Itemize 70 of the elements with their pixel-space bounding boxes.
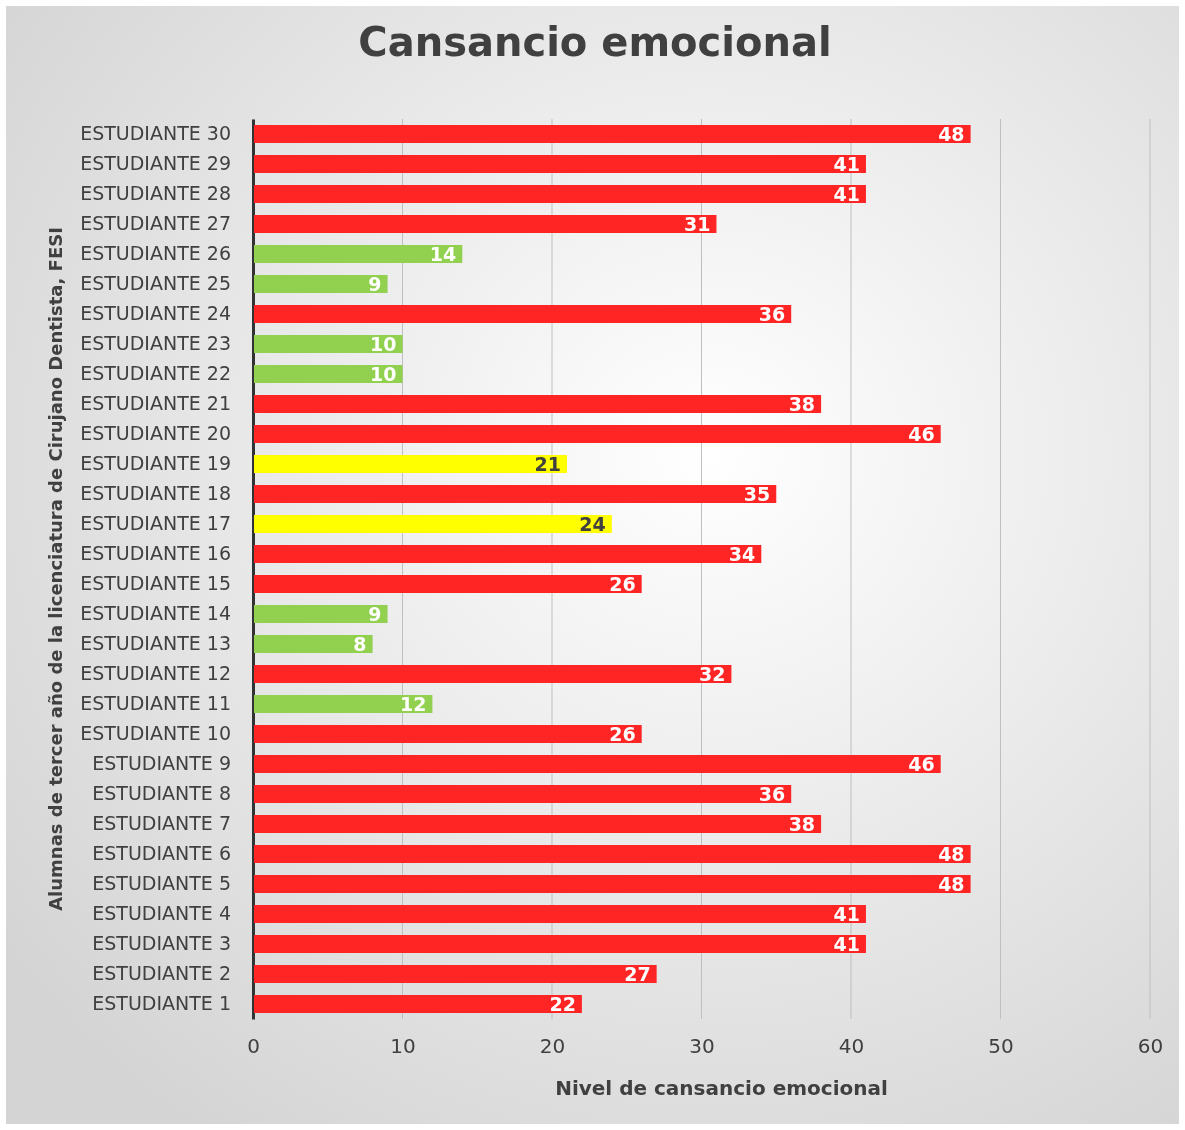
y-tick-label: ESTUDIANTE 9 — [92, 752, 231, 775]
data-label: 46 — [908, 753, 935, 775]
data-label: 46 — [908, 423, 935, 445]
y-tick-label: ESTUDIANTE 26 — [80, 242, 231, 265]
x-tick-label: 30 — [689, 1034, 715, 1059]
y-tick-label: ESTUDIANTE 27 — [80, 212, 231, 235]
data-label: 10 — [370, 333, 397, 355]
data-label: 41 — [833, 933, 860, 955]
data-label: 48 — [938, 873, 965, 895]
y-tick-label: ESTUDIANTE 29 — [80, 152, 231, 175]
y-tick-label: ESTUDIANTE 23 — [80, 332, 231, 355]
y-tick-label: ESTUDIANTE 17 — [80, 512, 231, 535]
y-tick-label: ESTUDIANTE 3 — [92, 932, 231, 955]
y-axis-title: Alumnas de tercer año de la licenciatura de Cirujano Dentista, FESI — [45, 227, 66, 911]
data-label: 48 — [938, 123, 965, 145]
data-label: 34 — [728, 543, 756, 565]
y-tick-label: ESTUDIANTE 2 — [92, 962, 231, 985]
data-label: 26 — [609, 573, 636, 595]
x-tick-label: 60 — [1137, 1034, 1164, 1059]
y-tick-label: ESTUDIANTE 21 — [80, 392, 231, 415]
y-tick-label: ESTUDIANTE 15 — [80, 572, 231, 595]
data-label: 41 — [833, 183, 860, 205]
y-tick-label: ESTUDIANTE 13 — [80, 632, 231, 655]
y-tick-label: ESTUDIANTE 18 — [80, 482, 231, 505]
data-label: 32 — [698, 663, 726, 685]
y-tick-label: ESTUDIANTE 11 — [80, 692, 231, 715]
data-label: 41 — [833, 903, 860, 925]
data-label: 26 — [609, 723, 636, 745]
x-tick-label: 40 — [838, 1034, 865, 1059]
y-tick-label: ESTUDIANTE 14 — [80, 602, 231, 625]
data-label: 9 — [368, 273, 382, 295]
y-tick-label: ESTUDIANTE 30 — [80, 122, 231, 145]
data-label: 27 — [624, 963, 651, 985]
x-axis-title: Nivel de cansancio emocional — [555, 1076, 888, 1100]
y-tick-label: ESTUDIANTE 8 — [92, 782, 231, 805]
data-label: 38 — [788, 393, 816, 415]
data-label: 21 — [534, 453, 561, 475]
y-tick-label: ESTUDIANTE 5 — [92, 872, 231, 895]
data-label: 36 — [758, 303, 786, 325]
data-label: 36 — [758, 783, 786, 805]
y-tick-label: ESTUDIANTE 7 — [92, 812, 231, 835]
y-tick-label: ESTUDIANTE 28 — [80, 182, 231, 205]
y-tick-label: ESTUDIANTE 19 — [80, 452, 231, 475]
y-tick-label: ESTUDIANTE 10 — [80, 722, 231, 745]
y-tick-label: ESTUDIANTE 16 — [80, 542, 231, 565]
y-tick-label: ESTUDIANTE 6 — [92, 842, 231, 865]
x-tick-label: 10 — [390, 1034, 416, 1059]
y-tick-label: ESTUDIANTE 25 — [80, 272, 231, 295]
data-label: 14 — [429, 243, 457, 265]
chart-title: Cansancio emocional — [358, 19, 832, 65]
y-tick-label: ESTUDIANTE 22 — [80, 362, 231, 385]
data-label: 12 — [399, 693, 427, 715]
data-label: 48 — [938, 843, 965, 865]
x-tick-label: 50 — [988, 1034, 1014, 1059]
y-tick-label: ESTUDIANTE 24 — [80, 302, 231, 325]
data-label: 41 — [833, 153, 860, 175]
x-tick-label: 0 — [247, 1034, 260, 1059]
y-tick-label: ESTUDIANTE 12 — [80, 662, 231, 685]
x-tick-label: 20 — [539, 1034, 566, 1059]
y-tick-label: ESTUDIANTE 1 — [92, 992, 231, 1015]
data-label: 31 — [684, 213, 711, 235]
y-tick-label: ESTUDIANTE 20 — [80, 422, 231, 445]
data-label: 24 — [579, 513, 606, 535]
y-tick-label: ESTUDIANTE 4 — [92, 902, 231, 925]
data-label: 22 — [549, 993, 576, 1015]
data-label: 35 — [743, 483, 771, 505]
data-label: 8 — [353, 633, 367, 655]
data-label: 9 — [368, 603, 382, 625]
data-label: 38 — [788, 813, 816, 835]
data-label: 10 — [370, 363, 397, 385]
